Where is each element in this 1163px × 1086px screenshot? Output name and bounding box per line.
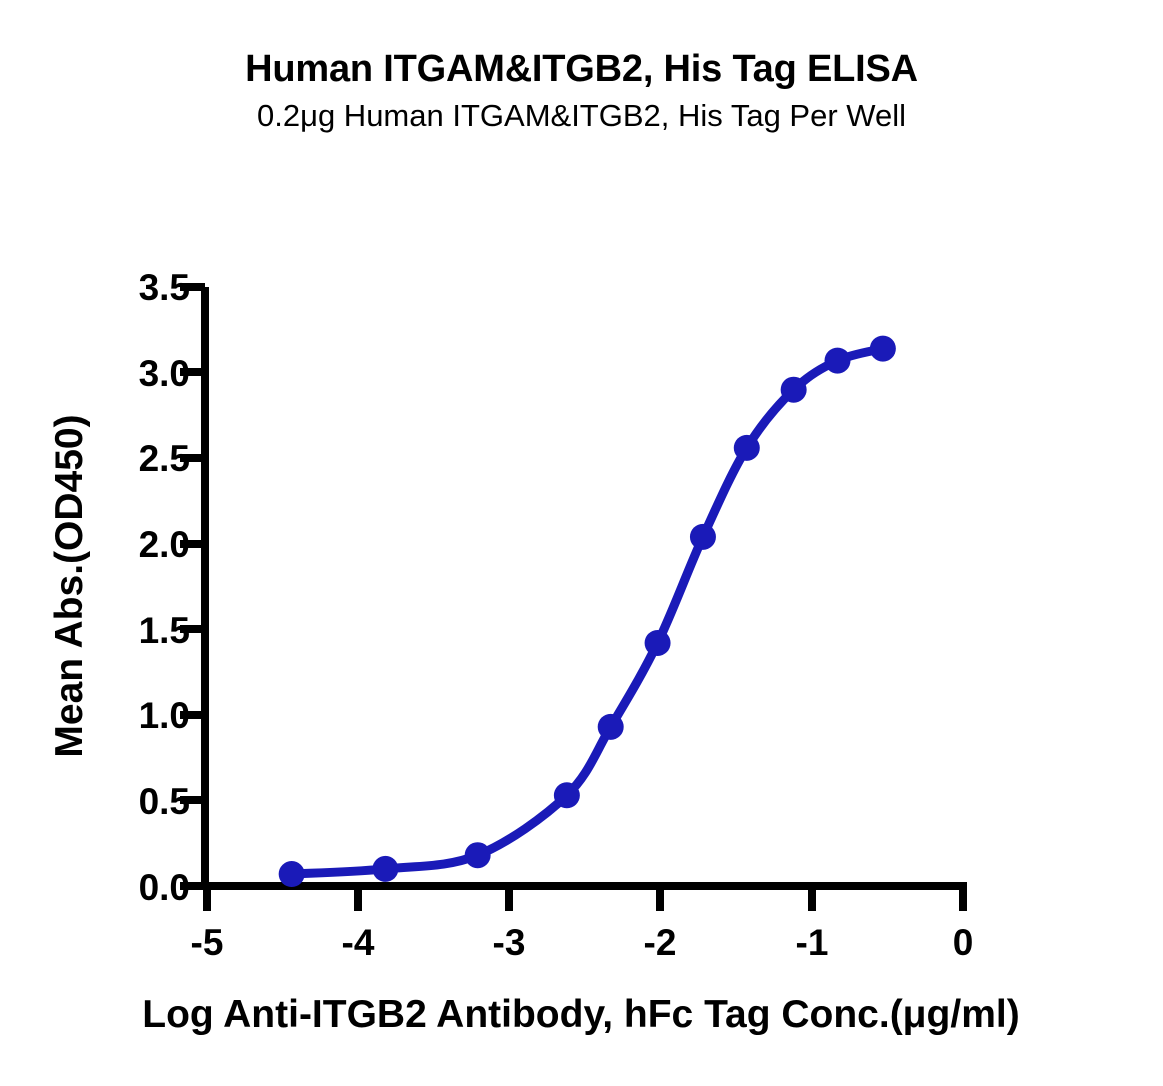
x-tick-label: -5 [191, 922, 224, 963]
chart-header: Human ITGAM&ITGB2, His Tag ELISA 0.2μg H… [0, 48, 1163, 134]
data-point [597, 713, 624, 740]
data-point [464, 842, 491, 869]
x-tick-label: -1 [796, 922, 829, 963]
x-tick-label: -2 [644, 922, 677, 963]
data-point [644, 629, 671, 656]
x-tick-label: -3 [493, 922, 526, 963]
x-tick-labels: -5 -4 -3 -2 -1 0 [191, 922, 974, 963]
data-point [780, 376, 807, 403]
chart-subtitle: 0.2μg Human ITGAM&ITGB2, His Tag Per Wel… [257, 97, 906, 133]
x-tick-label: 0 [953, 922, 974, 963]
chart-title: Human ITGAM&ITGB2, His Tag ELISA [245, 48, 918, 90]
y-axis-ticks [180, 283, 205, 890]
data-point [372, 855, 399, 882]
x-axis-title: Log Anti-ITGB2 Antibody, hFc Tag Conc.(μ… [142, 993, 1019, 1036]
x-axis-ticks [203, 886, 967, 911]
y-axis-title: Mean Abs.(OD450) [48, 414, 91, 757]
data-point [553, 782, 580, 809]
series-line [287, 344, 888, 879]
data-point [824, 347, 851, 374]
series-markers [278, 335, 896, 888]
data-point [689, 523, 716, 550]
data-point [869, 335, 896, 362]
x-tick-label: -4 [342, 922, 375, 963]
data-point [278, 861, 305, 888]
data-point [733, 434, 760, 461]
y-tick-labels: 3.5 3.0 2.5 2.0 1.5 1.0 0.5 0.0 [139, 267, 190, 908]
